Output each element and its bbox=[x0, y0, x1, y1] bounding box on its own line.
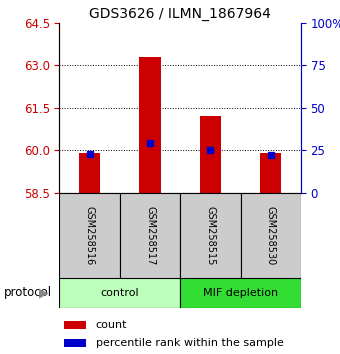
Bar bbox=[79, 153, 100, 193]
Text: MIF depletion: MIF depletion bbox=[203, 288, 278, 298]
Text: ▶: ▶ bbox=[39, 286, 49, 299]
Text: protocol: protocol bbox=[3, 286, 52, 299]
Bar bbox=[139, 57, 160, 193]
Bar bbox=[59, 278, 180, 308]
Text: GSM258517: GSM258517 bbox=[145, 206, 155, 265]
Bar bbox=[59, 193, 120, 278]
Bar bbox=[64, 339, 86, 348]
Bar bbox=[180, 278, 301, 308]
Text: GSM258516: GSM258516 bbox=[85, 206, 95, 265]
Text: percentile rank within the sample: percentile rank within the sample bbox=[96, 338, 284, 348]
Bar bbox=[64, 321, 86, 329]
Text: control: control bbox=[101, 288, 139, 298]
Text: GSM258515: GSM258515 bbox=[205, 206, 215, 265]
Bar bbox=[120, 193, 180, 278]
Bar bbox=[240, 193, 301, 278]
Bar bbox=[200, 116, 221, 193]
Text: GSM258530: GSM258530 bbox=[266, 206, 276, 265]
Bar bbox=[260, 153, 281, 193]
Title: GDS3626 / ILMN_1867964: GDS3626 / ILMN_1867964 bbox=[89, 7, 271, 21]
Bar bbox=[180, 193, 240, 278]
Text: count: count bbox=[96, 320, 127, 330]
